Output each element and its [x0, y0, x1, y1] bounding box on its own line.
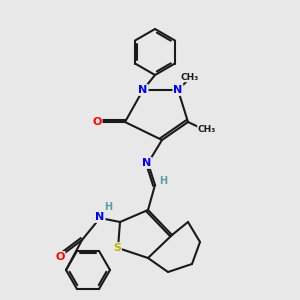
- Text: CH₃: CH₃: [181, 73, 199, 82]
- Text: H: H: [159, 176, 167, 186]
- Text: H: H: [104, 202, 112, 212]
- Text: N: N: [138, 85, 148, 95]
- Text: O: O: [55, 252, 65, 262]
- Text: N: N: [173, 85, 183, 95]
- Text: N: N: [142, 158, 152, 168]
- Text: O: O: [92, 117, 102, 127]
- Text: S: S: [113, 243, 121, 253]
- Text: CH₃: CH₃: [198, 125, 216, 134]
- Text: N: N: [95, 212, 105, 222]
